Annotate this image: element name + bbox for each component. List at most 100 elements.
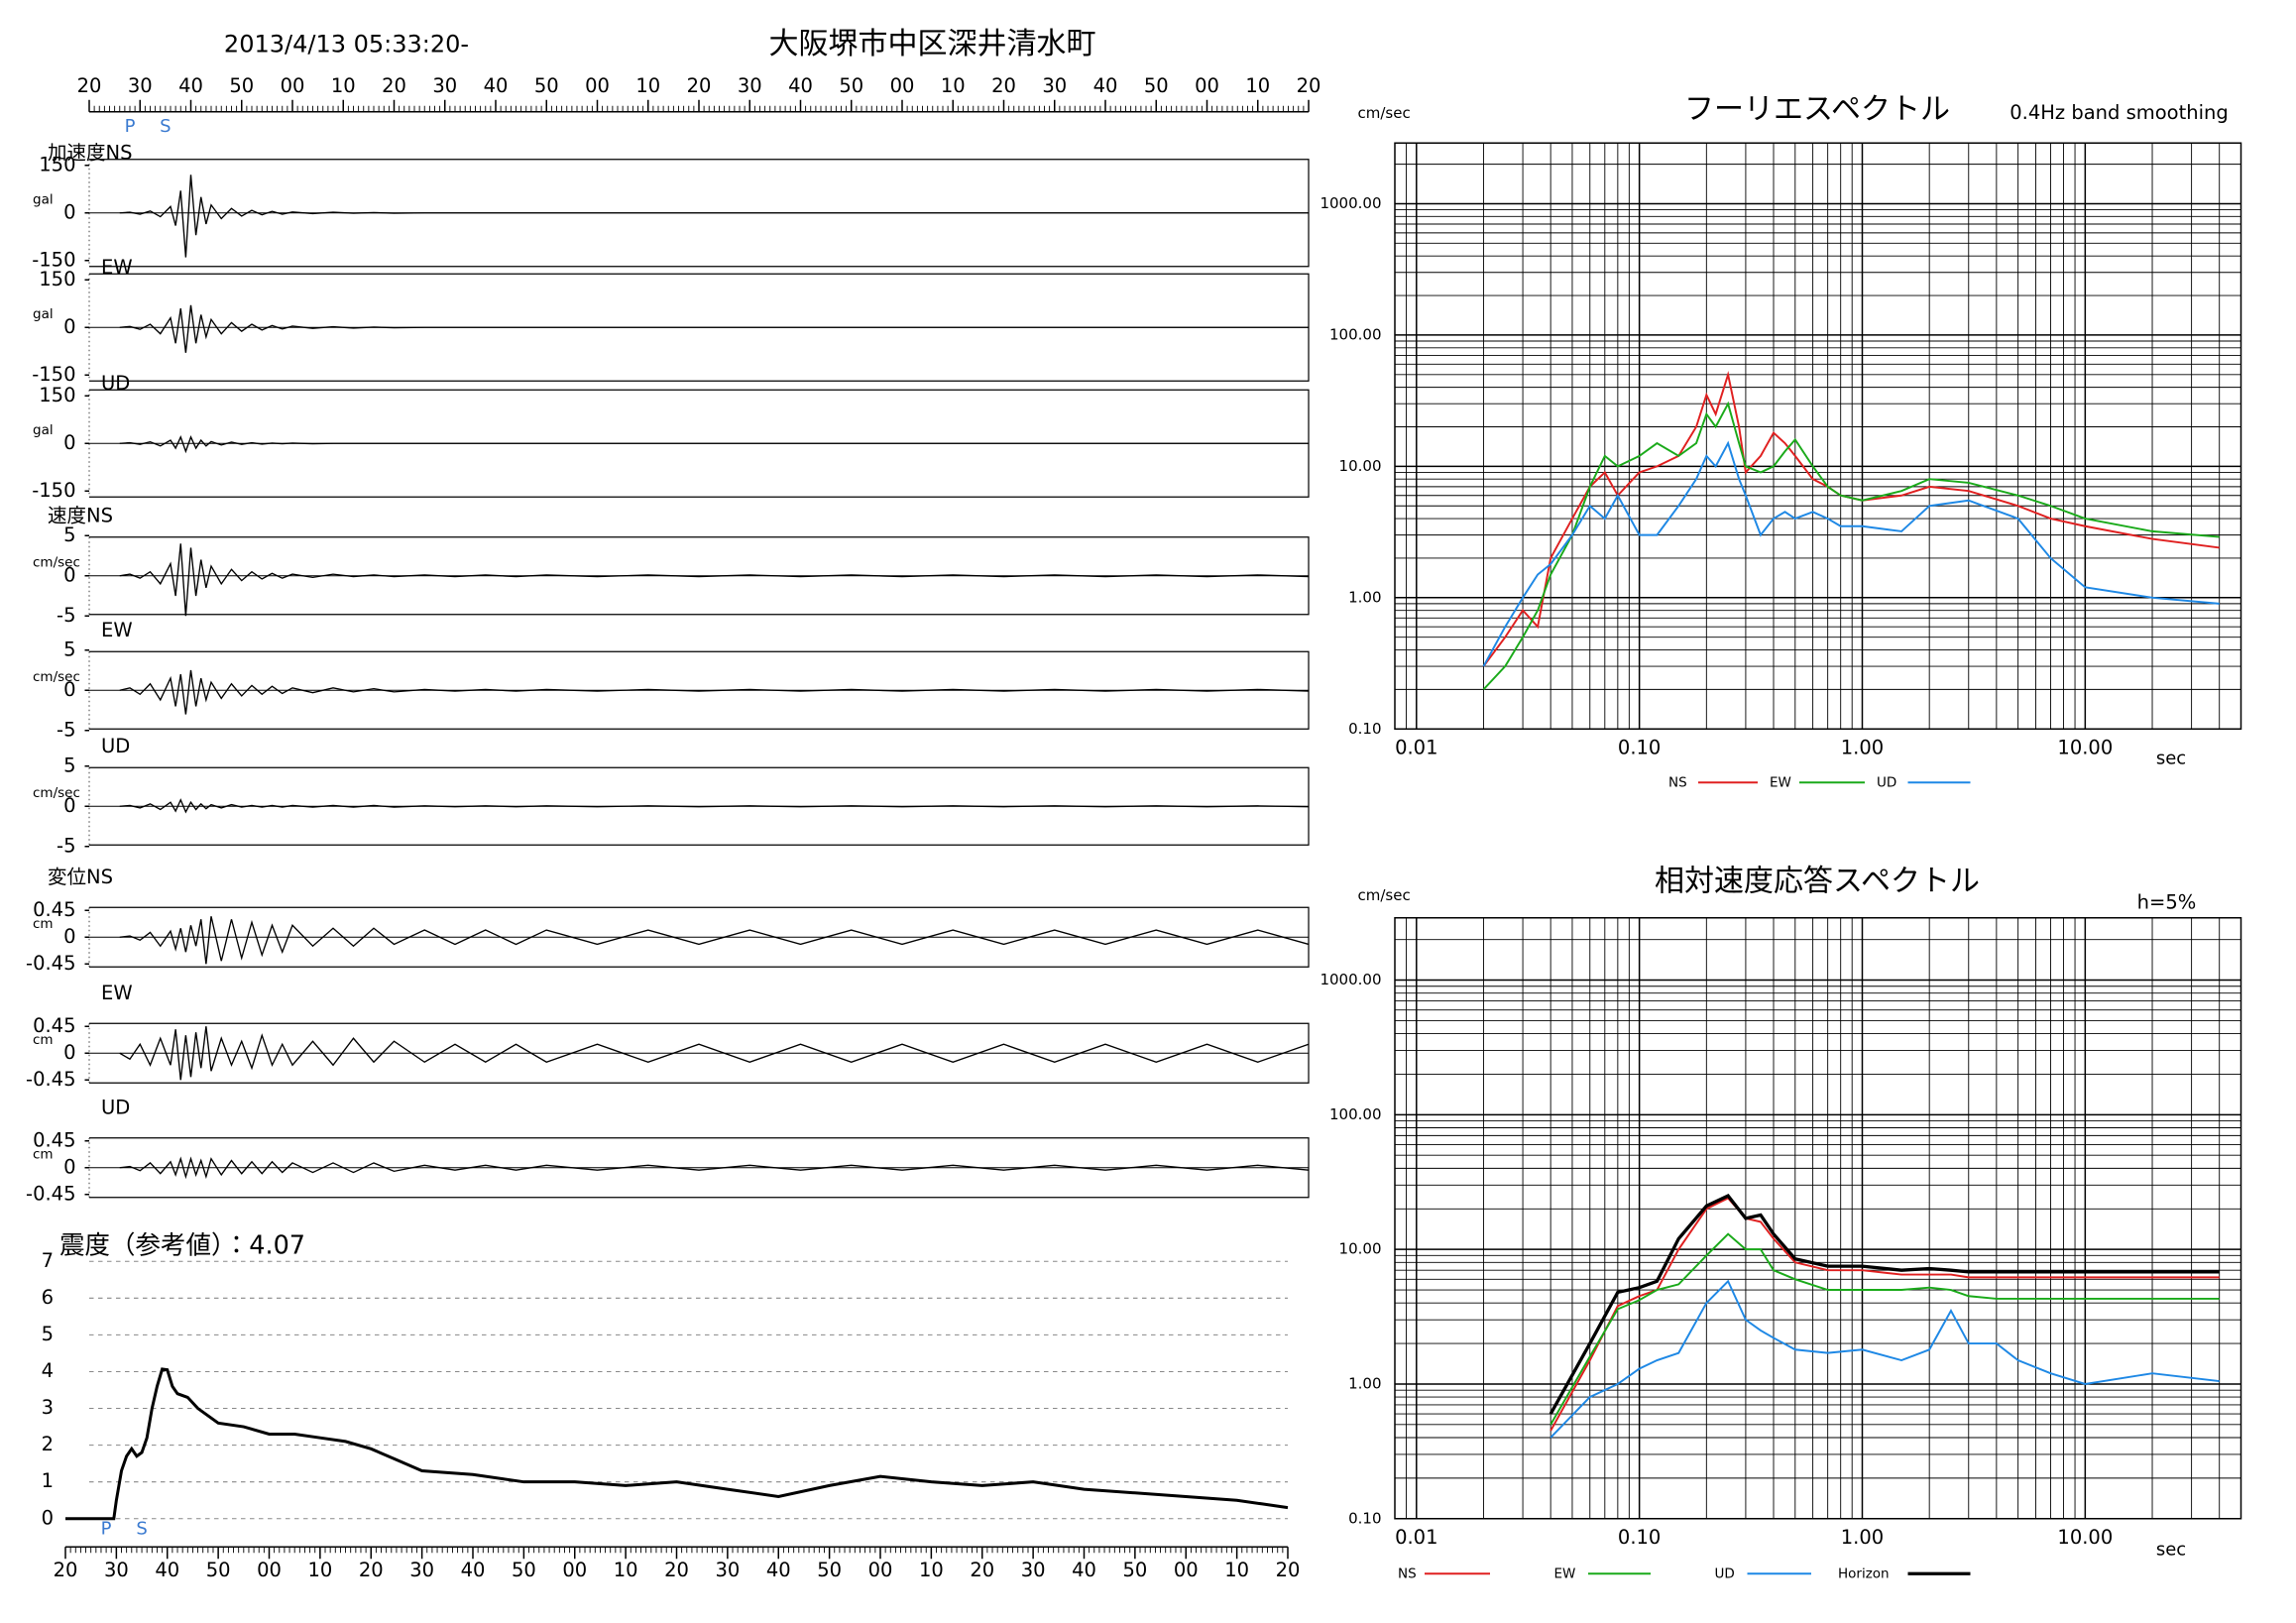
x-tick-label: 30 (409, 1559, 434, 1581)
panel-label: UD (101, 735, 130, 757)
legend-label: EW (1554, 1565, 1576, 1581)
y-tick-label: 150 (39, 268, 75, 290)
x-tick-label: 50 (1122, 1559, 1147, 1581)
x-tick-label: 30 (1042, 74, 1067, 97)
y-tick-label: 0 (63, 563, 75, 586)
waveform (119, 543, 1310, 617)
plot-frame (1394, 917, 2242, 1520)
y-tick-label: 0 (63, 431, 75, 454)
y-tick-label: -0.45 (26, 1068, 75, 1091)
x-tick-label: 10.00 (2057, 736, 2113, 758)
y-tick-label: 150 (39, 153, 75, 175)
spectrum-line (1550, 1197, 2220, 1432)
legend-label: UD (1715, 1565, 1735, 1581)
x-tick-label: 20 (687, 74, 712, 97)
panel-label: 変位NS (48, 866, 113, 888)
spectrum-line (1550, 1279, 2220, 1439)
x-tick-label: 40 (155, 1559, 179, 1581)
y-tick-label: 1000.00 (1320, 194, 1381, 212)
x-tick-label: 10.00 (2057, 1526, 2113, 1549)
panel-label: EW (101, 256, 133, 279)
x-tick-label: 40 (461, 1559, 486, 1581)
x-tick-label: 20 (664, 1559, 689, 1581)
x-tick-label: 50 (206, 1559, 231, 1581)
x-tick-label: 10 (919, 1559, 944, 1581)
x-tick-label: 40 (1072, 1559, 1096, 1581)
y-tick-label: 5 (63, 754, 75, 776)
panel-label: 速度NS (48, 504, 113, 526)
y-tick-label: 0 (63, 925, 75, 948)
y-tick-label: 1 (42, 1469, 54, 1492)
y-tick-label: -5 (57, 834, 75, 857)
panel-label: UD (101, 1096, 130, 1118)
chart-title: 相対速度応答スペクトル (1655, 864, 1980, 898)
y-tick-label: -5 (57, 718, 75, 741)
x-tick-label: 10 (635, 74, 660, 97)
y-tick-label: 1000.00 (1320, 971, 1381, 988)
x-tick-label: 30 (1021, 1559, 1046, 1581)
waveform (119, 798, 1310, 814)
panel-unit: gal (33, 191, 54, 207)
y-tick-label: 0 (42, 1506, 54, 1529)
x-tick-label: 50 (534, 74, 559, 97)
x-tick-label: 0.10 (1618, 1526, 1661, 1549)
x-tick-label: 40 (766, 1559, 791, 1581)
panel-unit: cm/sec (33, 785, 80, 801)
y-tick-label: 0.45 (33, 898, 75, 921)
waveform (119, 1026, 1310, 1081)
x-tick-label: 40 (484, 74, 509, 97)
record-datetime: 2013/4/13 05:33:20- (224, 30, 469, 58)
y-axis-label: cm/sec (1358, 886, 1411, 904)
phase-label: S (160, 116, 171, 137)
y-tick-label: 5 (42, 1323, 54, 1345)
spectrum-line (1549, 1194, 2220, 1415)
waveform (119, 1156, 1310, 1180)
x-tick-label: 50 (839, 74, 863, 97)
y-tick-label: 100.00 (1329, 325, 1382, 343)
x-tick-label: 30 (715, 1559, 740, 1581)
legend-label: NS (1668, 774, 1687, 790)
x-tick-label: 50 (229, 74, 254, 97)
panel-unit: gal (33, 306, 54, 322)
legend-label: NS (1398, 1565, 1417, 1581)
x-tick-label: 0.01 (1395, 1526, 1437, 1549)
y-axis-label: cm/sec (1358, 104, 1411, 122)
phase-label: S (136, 1518, 147, 1539)
x-tick-label: 20 (382, 74, 406, 97)
y-tick-label: -150 (32, 363, 75, 386)
y-tick-label: 0.45 (33, 1014, 75, 1037)
location-title: 大阪堺市中区深井清水町 (769, 27, 1096, 61)
y-tick-label: 5 (63, 523, 75, 546)
x-tick-label: 20 (1297, 74, 1321, 97)
x-tick-label: 40 (178, 74, 203, 97)
x-tick-label: 50 (1144, 74, 1169, 97)
y-tick-label: 1.00 (1348, 588, 1381, 606)
x-tick-label: 50 (512, 1559, 536, 1581)
x-tick-label: 00 (1174, 1559, 1199, 1581)
x-tick-label: 40 (788, 74, 813, 97)
plot-frame (1394, 142, 2242, 730)
y-tick-label: -0.45 (26, 1182, 75, 1205)
panel-unit: cm (33, 916, 54, 932)
legend-label: Horizon (1838, 1565, 1890, 1581)
y-tick-label: 6 (42, 1286, 54, 1309)
y-tick-label: -0.45 (26, 952, 75, 975)
y-tick-label: 0 (63, 315, 75, 338)
legend-label: UD (1877, 774, 1896, 790)
y-tick-label: 3 (42, 1396, 54, 1419)
panel-label: 加速度NS (48, 141, 132, 164)
panel-label: UD (101, 372, 130, 395)
x-tick-label: 00 (257, 1559, 282, 1581)
y-tick-label: 150 (39, 384, 75, 406)
panel-label: EW (101, 619, 133, 641)
waveform (119, 916, 1310, 965)
y-tick-label: 4 (42, 1359, 54, 1382)
y-tick-label: 0 (63, 1041, 75, 1064)
y-tick-label: 0 (63, 794, 75, 817)
y-tick-label: -150 (32, 248, 75, 271)
panel-unit: gal (33, 422, 54, 438)
x-tick-label: 10 (331, 74, 356, 97)
legend-label: EW (1770, 774, 1791, 790)
